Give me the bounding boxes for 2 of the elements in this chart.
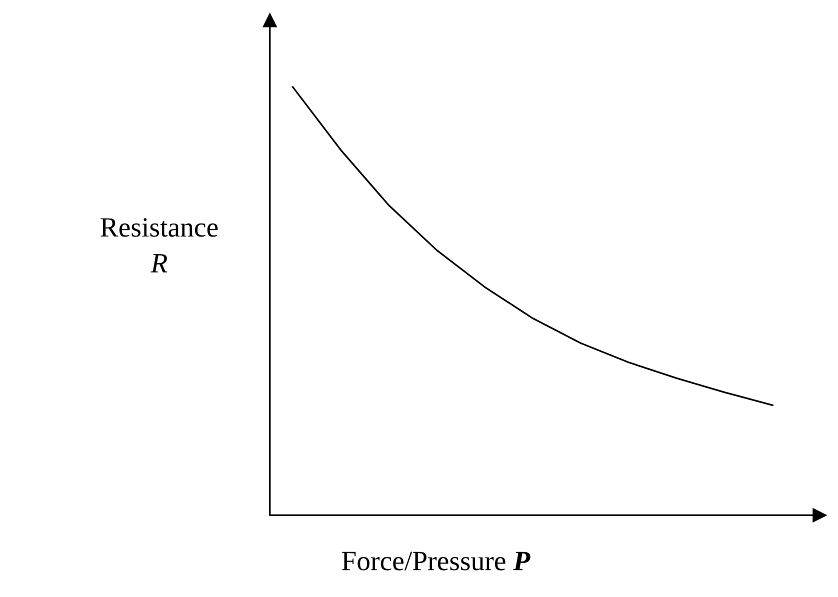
x-axis-title: Force/Pressure P bbox=[342, 552, 530, 570]
y-axis-title: Resistance R bbox=[100, 218, 218, 272]
